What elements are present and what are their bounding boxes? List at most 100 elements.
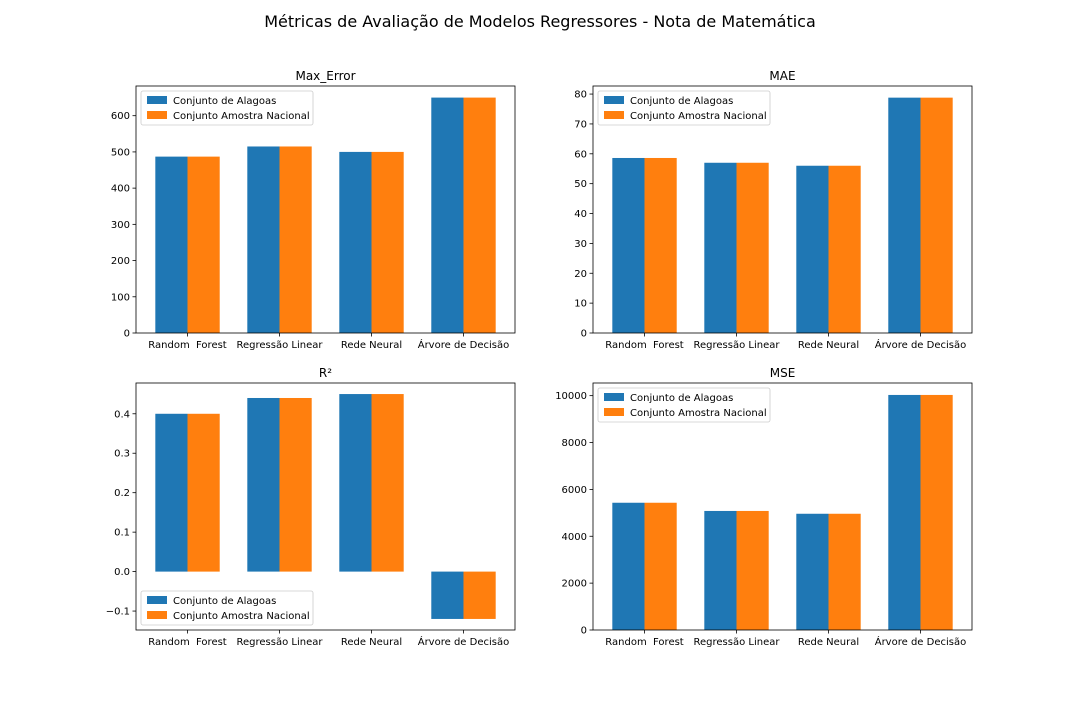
bar-nacional-1 <box>187 156 220 333</box>
legend: Conjunto de Alagoas Conjunto Amostra Naci… <box>140 90 314 126</box>
x-tick-label: Regressão Linear <box>694 637 781 648</box>
legend: Conjunto de Alagoas Conjunto Amostra Naci… <box>597 90 771 126</box>
axes-frame <box>135 382 516 631</box>
y-tick-label: 0.1 <box>114 528 130 539</box>
bar-nacional-4 <box>463 571 496 619</box>
y-tick-label: 0 <box>581 626 587 637</box>
subplot-title: R² <box>319 366 332 380</box>
x-tick-label: Random Forest <box>605 340 684 351</box>
subplot-2: 0 10 20 30 40 50 60 70 80 Random Forest Regressão … <box>574 69 973 351</box>
x-tick-label: Rede Neural <box>341 637 402 648</box>
x-tick-label: Regressão Linear <box>237 340 324 351</box>
bar-alagoas-4 <box>888 394 921 630</box>
y-tick-label: 10 <box>574 299 587 310</box>
bar-nacional-2 <box>279 397 312 572</box>
legend-box <box>597 90 771 126</box>
y-tick-label: 600 <box>111 111 130 122</box>
y-tick-label: 70 <box>574 119 587 130</box>
y-tick-label: 80 <box>574 90 587 101</box>
bar-alagoas-1 <box>612 157 645 333</box>
x-tick-label: Árvore de Decisão <box>418 338 509 351</box>
figure-title: Métricas de Avaliação de Modelos Regress… <box>264 12 816 31</box>
axes-frame <box>592 382 973 631</box>
bar-alagoas-1 <box>155 413 188 572</box>
legend-label: Conjunto Amostra Nacional <box>630 408 767 419</box>
subplot-title: MSE <box>770 366 796 380</box>
y-tick-label: 400 <box>111 184 130 195</box>
bar-alagoas-2 <box>247 146 280 333</box>
axes-frame <box>592 85 973 334</box>
legend-label: Conjunto de Alagoas <box>173 96 276 107</box>
bar-nacional-1 <box>644 157 677 333</box>
bar-alagoas-2 <box>247 397 280 572</box>
y-tick-label: 30 <box>574 239 587 250</box>
legend-label: Conjunto Amostra Nacional <box>630 111 767 122</box>
subplot-3: −0.1 0.0 0.1 0.2 0.3 0.4 Random Forest Regressã… <box>106 366 516 648</box>
y-tick-label: 0.2 <box>114 488 130 499</box>
legend: Conjunto de Alagoas Conjunto Amostra Naci… <box>597 387 771 423</box>
x-tick-label: Rede Neural <box>798 637 859 648</box>
legend-box <box>140 590 314 626</box>
y-tick-label: 8000 <box>562 438 587 449</box>
bar-nacional-4 <box>920 97 953 334</box>
axes-frame <box>135 85 516 334</box>
x-tick-label: Árvore de Decisão <box>875 635 966 648</box>
legend-swatch <box>604 111 624 119</box>
bar-alagoas-1 <box>155 156 188 333</box>
bar-nacional-1 <box>644 502 677 630</box>
x-tick-label: Regressão Linear <box>237 637 324 648</box>
legend-swatch <box>604 408 624 416</box>
y-tick-label: 20 <box>574 269 587 280</box>
y-tick-label: 0 <box>124 329 130 340</box>
y-tick-label: 40 <box>574 209 587 220</box>
legend-label: Conjunto de Alagoas <box>630 393 733 404</box>
bar-alagoas-2 <box>704 510 737 630</box>
y-tick-label: 0 <box>581 329 587 340</box>
bar-alagoas-1 <box>612 502 645 630</box>
bar-nacional-2 <box>736 510 769 630</box>
bar-nacional-1 <box>187 413 220 572</box>
legend-swatch <box>604 393 624 401</box>
y-tick-label: 500 <box>111 147 130 158</box>
bar-alagoas-4 <box>431 97 464 333</box>
legend-label: Conjunto de Alagoas <box>173 596 276 607</box>
bar-nacional-3 <box>371 151 404 333</box>
legend-label: Conjunto Amostra Nacional <box>173 111 310 122</box>
bar-nacional-4 <box>463 97 496 333</box>
x-tick-label: Random Forest <box>605 637 684 648</box>
bar-nacional-3 <box>371 394 404 572</box>
legend-swatch <box>147 596 167 604</box>
y-tick-label: 60 <box>574 149 587 160</box>
legend-swatch <box>604 96 624 104</box>
y-tick-label: 200 <box>111 256 130 267</box>
legend-swatch <box>147 96 167 104</box>
x-tick-label: Regressão Linear <box>694 340 781 351</box>
y-tick-label: 50 <box>574 179 587 190</box>
x-tick-label: Rede Neural <box>341 340 402 351</box>
bar-nacional-3 <box>828 165 861 333</box>
bar-nacional-2 <box>279 146 312 333</box>
x-tick-label: Árvore de Decisão <box>875 338 966 351</box>
subplot-title: MAE <box>769 69 795 83</box>
x-tick-label: Random Forest <box>148 340 227 351</box>
bar-alagoas-3 <box>796 513 829 630</box>
y-tick-label: 4000 <box>562 532 587 543</box>
y-tick-label: −0.1 <box>106 607 130 618</box>
y-tick-label: 2000 <box>562 579 587 590</box>
y-tick-label: 10000 <box>555 391 587 402</box>
y-tick-label: 0.4 <box>114 409 130 420</box>
bar-nacional-2 <box>736 162 769 333</box>
bar-alagoas-2 <box>704 162 737 333</box>
legend-box <box>140 90 314 126</box>
bar-alagoas-3 <box>339 151 372 333</box>
y-tick-label: 0.0 <box>114 567 130 578</box>
bar-alagoas-4 <box>888 97 921 334</box>
legend: Conjunto de Alagoas Conjunto Amostra Naci… <box>140 590 314 626</box>
y-tick-label: 100 <box>111 292 130 303</box>
x-tick-label: Random Forest <box>148 637 227 648</box>
bar-nacional-3 <box>828 513 861 630</box>
y-tick-label: 300 <box>111 220 130 231</box>
bar-alagoas-3 <box>339 394 372 572</box>
